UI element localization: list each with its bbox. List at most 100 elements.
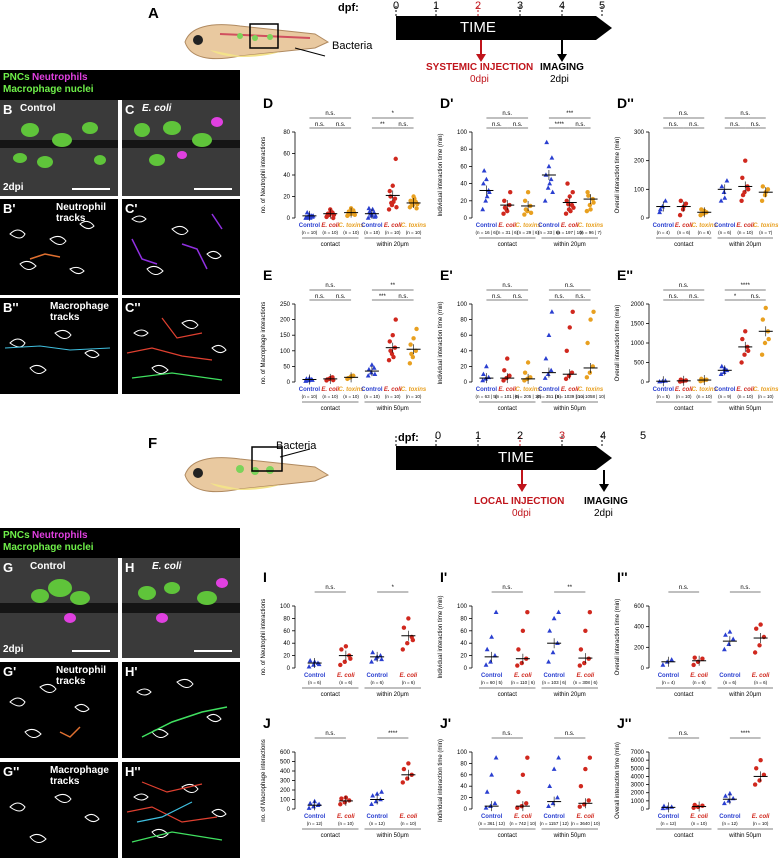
n-label: (n = 6) [698, 230, 712, 235]
category-label: Control [538, 387, 560, 393]
y-tick-label: 60 [460, 333, 467, 339]
data-point [547, 628, 553, 633]
group-label: within 20μm [376, 692, 409, 698]
data-point [571, 205, 576, 210]
data-point [501, 211, 506, 216]
category-label: Control [361, 387, 383, 393]
chart-e-macrophage-interactions: E 0 50 100 150 200 250 no. of Macrophage intera… [261, 268, 427, 412]
category-label: E. coli [752, 814, 770, 820]
y-tick-label: 1000 [631, 341, 645, 347]
y-axis-label: no. of Neutrophil interactions [261, 137, 267, 213]
n-label: (n = 10) [364, 230, 380, 235]
y-axis-label: no. of Neutrophil interactions [261, 599, 267, 675]
group-label: contact [674, 833, 694, 839]
y-tick-label: 6000 [631, 758, 645, 764]
timeline-bottom [395, 436, 612, 492]
n-label: (n = 10) [753, 821, 769, 826]
label-g: G [3, 560, 14, 575]
data-point [366, 205, 372, 211]
timeline-top [395, 6, 612, 62]
data-point [586, 798, 591, 803]
category-label: E. coli [561, 223, 579, 229]
n-label: (n = 63 | 5) [476, 394, 498, 399]
legend-neutrophils-2: Neutrophils [32, 530, 88, 541]
y-tick-label: 20 [283, 195, 290, 201]
data-point [338, 662, 343, 668]
day-4-bottom: 4 [600, 430, 607, 442]
data-point [522, 212, 527, 217]
micro-b-control: B Control 2dpi [0, 100, 118, 196]
data-point [740, 336, 745, 342]
y-tick-label: 400 [280, 769, 291, 775]
n-label: (n = 10) [406, 394, 422, 399]
category-label: Control [543, 673, 565, 679]
label-g1: G' [3, 664, 17, 679]
y-tick-label: 40 [460, 641, 467, 647]
n-label: (n = 7) [759, 230, 773, 235]
data-point [400, 647, 405, 652]
data-point [721, 369, 727, 375]
n-label: (n = 10) [343, 394, 359, 399]
y-axis-label: Overall interaction time (min) [615, 137, 621, 214]
data-point [546, 163, 552, 169]
data-point [483, 198, 489, 203]
data-point [587, 610, 593, 615]
sig-label: n.s. [336, 122, 346, 128]
data-point [486, 189, 492, 194]
n-label: (n = 29 | 6) [517, 230, 539, 235]
sig-label: n.s. [679, 283, 689, 289]
data-point [727, 629, 733, 634]
n-label: (n = 10) [737, 394, 753, 399]
data-point [481, 181, 486, 186]
category-label: E. coli [514, 673, 532, 679]
y-tick-label: 60 [283, 629, 290, 635]
data-point [692, 802, 697, 808]
sig-label: n.s. [565, 283, 575, 289]
category-label: Control [538, 223, 560, 229]
y-tick-label: 60 [460, 164, 467, 170]
data-point [657, 206, 663, 212]
panel-label: J' [440, 716, 451, 731]
day-3-bottom: 3 [559, 430, 566, 442]
data-point [719, 183, 725, 189]
data-point [316, 661, 322, 667]
data-point [366, 366, 372, 372]
y-tick-label: 250 [280, 302, 291, 308]
data-point [412, 196, 417, 201]
category-label: E. coli [736, 223, 754, 229]
label-control-b: Control [20, 103, 56, 114]
data-point [370, 206, 376, 212]
data-point [502, 205, 508, 210]
group-label: within 50μm [553, 833, 586, 839]
imaging-dpi-top: 2dpi [550, 74, 569, 85]
data-point [586, 193, 591, 198]
y-tick-label: 0 [464, 380, 468, 386]
data-point [348, 656, 353, 661]
label-2dpi-g: 2dpi [3, 644, 24, 655]
data-point [393, 317, 398, 322]
n-label: (n = 10) [385, 230, 401, 235]
y-tick-label: 100 [634, 187, 645, 193]
data-point [742, 352, 747, 357]
data-point [584, 208, 590, 214]
n-label: (n = 10) [322, 394, 338, 399]
category-label: C. toxins [692, 223, 718, 229]
data-point [678, 198, 684, 203]
data-point [505, 356, 510, 361]
data-point [766, 336, 771, 342]
data-point [481, 371, 486, 376]
group-label: within 50μm [728, 406, 761, 412]
n-label: (n = 60 | 5) [481, 680, 503, 685]
y-tick-label: 500 [280, 760, 291, 766]
sig-label: n.s. [669, 294, 679, 300]
category-label: Control [304, 673, 326, 679]
data-point [724, 178, 730, 183]
data-point [342, 659, 347, 664]
label-b2: B'' [3, 300, 19, 315]
n-label: (n = 10) [385, 394, 401, 399]
data-point [370, 793, 376, 798]
data-point [505, 208, 510, 214]
data-point [544, 139, 550, 145]
label-c1: C' [125, 201, 138, 216]
data-point [368, 370, 374, 375]
